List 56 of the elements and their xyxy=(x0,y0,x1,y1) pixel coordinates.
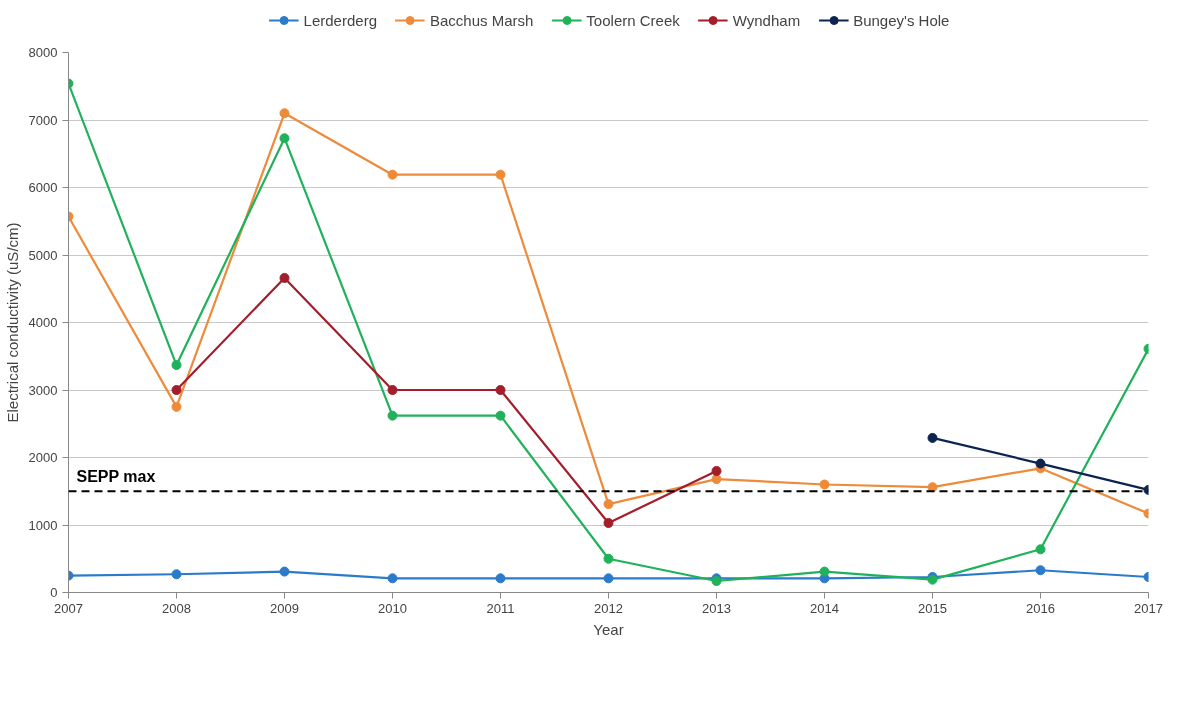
point xyxy=(171,360,182,371)
point xyxy=(495,169,506,180)
legend-label: Wyndham xyxy=(732,11,801,29)
y-tick-label: 4000 xyxy=(28,315,58,330)
point xyxy=(387,573,398,584)
point xyxy=(603,573,614,584)
point xyxy=(711,466,722,476)
point xyxy=(279,108,290,119)
point xyxy=(1035,544,1046,555)
point xyxy=(279,566,290,577)
x-axis-title: Year xyxy=(593,620,624,638)
legend-label: Lerderderg xyxy=(303,11,377,29)
y-tick-label: 5000 xyxy=(28,247,58,263)
legend-label: Bungey's Hole xyxy=(853,11,950,29)
ref-line-label: SEPP max xyxy=(76,468,156,486)
point xyxy=(603,517,614,528)
x-tick-label: 2013 xyxy=(702,600,731,616)
y-tick-label: 7000 xyxy=(28,112,58,128)
point xyxy=(603,499,614,510)
point xyxy=(171,401,182,412)
x-tick-label: 2014 xyxy=(810,600,839,616)
point xyxy=(495,573,506,584)
point xyxy=(1035,458,1046,469)
y-axis-title: Electrical conductivity (uS/cm) xyxy=(3,222,21,423)
point xyxy=(171,385,182,395)
x-tick-label: 2008 xyxy=(162,600,191,616)
legend-label: Toolern Creek xyxy=(586,11,680,29)
x-tick-label: 2016 xyxy=(1026,600,1055,616)
x-tick-label: 2007 xyxy=(54,600,83,616)
point xyxy=(387,385,398,395)
y-tick-label: 6000 xyxy=(28,180,58,195)
point xyxy=(495,385,506,395)
y-tick-label: 2000 xyxy=(28,450,58,465)
y-tick-label: 1000 xyxy=(28,517,58,533)
x-tick-label: 2009 xyxy=(270,600,299,616)
y-tick-label: 0 xyxy=(50,585,58,600)
legend-label: Bacchus Marsh xyxy=(429,11,534,29)
point xyxy=(1035,565,1046,576)
x-tick-label: 2012 xyxy=(594,600,623,616)
x-tick-label: 2010 xyxy=(378,600,407,616)
point xyxy=(495,410,506,421)
point xyxy=(279,133,290,144)
point xyxy=(819,566,830,577)
point xyxy=(279,272,290,283)
point xyxy=(711,474,722,485)
y-tick-label: 8000 xyxy=(28,45,58,60)
x-tick-label: 2011 xyxy=(486,600,515,616)
point xyxy=(603,553,614,564)
point xyxy=(171,569,182,580)
point xyxy=(387,169,398,180)
x-tick-label: 2015 xyxy=(918,600,947,616)
point xyxy=(927,432,938,443)
point xyxy=(387,410,398,421)
x-tick-label: 2017 xyxy=(1134,600,1163,616)
point xyxy=(819,479,830,490)
y-tick-label: 3000 xyxy=(28,382,58,398)
